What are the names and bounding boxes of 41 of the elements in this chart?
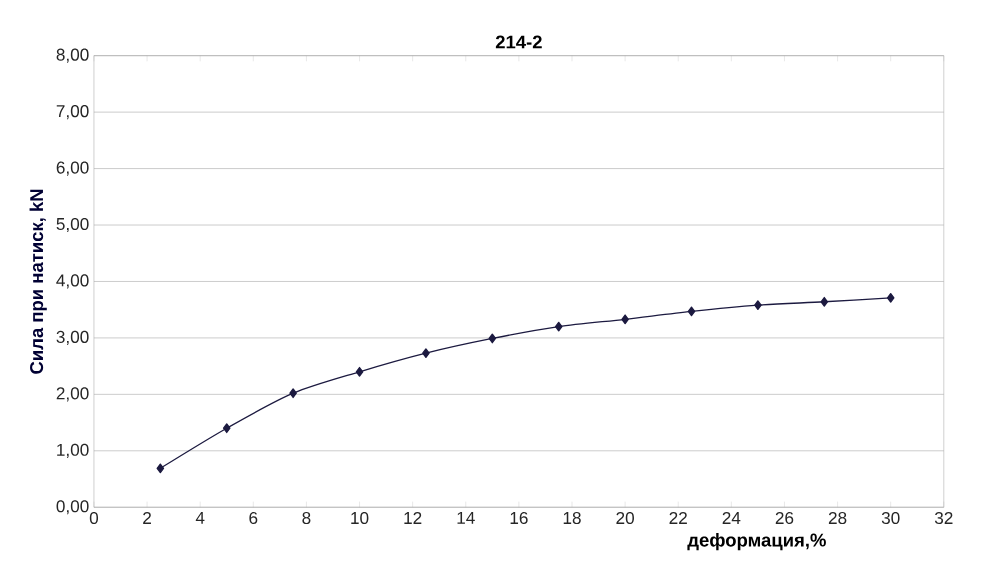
point: [156, 463, 165, 474]
x-tick-label: 8: [302, 512, 311, 525]
point: [621, 314, 629, 325]
x-tick-label: 18: [563, 512, 581, 525]
point: [687, 306, 696, 317]
point: [886, 293, 895, 303]
x-tick-label: 28: [828, 512, 847, 525]
point: [488, 333, 497, 344]
point: [422, 348, 430, 359]
point: [222, 423, 231, 434]
x-tick-label: 24: [722, 512, 741, 525]
y-tick-label: 5,00: [56, 218, 89, 233]
x-tick-label: 14: [457, 512, 475, 524]
x-tick-label: 6: [249, 512, 258, 525]
y-axis-title: Сила при натиск, kN: [29, 189, 47, 374]
y-tick-label: 2,00: [56, 387, 89, 402]
point: [554, 321, 563, 332]
x-tick-label: 32: [934, 512, 953, 525]
x-tick-label: 4: [195, 512, 205, 524]
point: [355, 367, 364, 377]
y-tick-label: 0,00: [56, 500, 89, 515]
point: [289, 388, 297, 399]
point: [754, 300, 762, 311]
x-tick-label: 12: [404, 512, 422, 525]
x-tick-label: 22: [669, 512, 687, 525]
point: [820, 297, 829, 307]
chart-title: 214-2: [495, 35, 542, 49]
x-tick-label: 30: [881, 512, 900, 525]
y-tick-label: 7,00: [56, 105, 89, 120]
y-tick-label: 6,00: [56, 161, 89, 176]
x-tick-label: 16: [510, 512, 528, 525]
y-tick-label: 4,00: [56, 274, 89, 289]
x-tick-label: 2: [143, 512, 151, 525]
x-tick-label: 20: [616, 512, 634, 525]
y-tick-label: 8,00: [56, 48, 89, 63]
x-tick-label: 10: [351, 512, 369, 525]
y-tick-label: 3,00: [56, 330, 89, 346]
x-tick-label: 26: [775, 512, 794, 525]
x-tick-label: 0: [89, 512, 99, 525]
y-tick-label: 1,00: [57, 443, 89, 459]
x-axis-title: деформация,%: [687, 533, 826, 551]
